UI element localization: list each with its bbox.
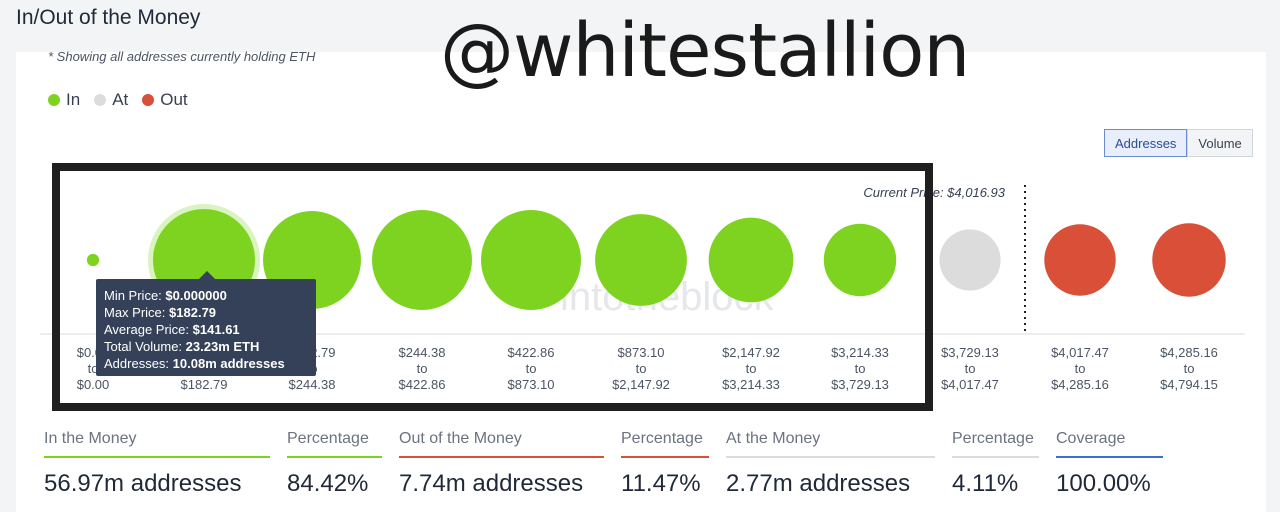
- bucket-connector-label: to: [965, 361, 976, 376]
- tooltip-arrow: [199, 271, 215, 279]
- tooltip-avg-price: Average Price: $141.61: [104, 322, 240, 337]
- view-toggle: Addresses Volume: [1104, 129, 1253, 157]
- current-price-label: Current Price: $4,016.93: [863, 185, 1005, 200]
- stat-label: Out of the Money: [399, 430, 522, 447]
- stat-value: 2.77m addresses: [726, 470, 911, 497]
- stat-label: Percentage: [287, 430, 369, 447]
- stat-label: Coverage: [1056, 430, 1126, 447]
- legend: In At Out: [48, 90, 188, 110]
- stat-value: 11.47%: [621, 470, 701, 497]
- tooltip-max-price: Max Price: $182.79: [104, 305, 217, 320]
- legend-out-label: Out: [160, 90, 188, 109]
- stat-value: 7.74m addresses: [399, 470, 584, 497]
- stat-value: 56.97m addresses: [44, 470, 242, 497]
- addresses-toggle-button[interactable]: Addresses: [1104, 129, 1188, 157]
- bubble-tooltip: Min Price: $0.000000 Max Price: $182.79 …: [96, 279, 316, 376]
- bucket-to-label: $4,794.15: [1160, 377, 1218, 392]
- bubble-out-9[interactable]: [1044, 224, 1116, 296]
- stat-bar: [621, 456, 709, 458]
- tooltip-volume: Total Volume: 23.23m ETH: [104, 339, 260, 354]
- stat-bar: [726, 456, 935, 458]
- legend-item-out[interactable]: Out: [142, 90, 188, 110]
- stat-at-percentage: Percentage 4.11%: [952, 430, 1039, 498]
- bucket-connector-label: to: [1075, 361, 1086, 376]
- bubble-at-8[interactable]: [939, 229, 1001, 291]
- bucket-from-label: $3,214.33: [831, 345, 889, 360]
- tooltip-min-price: Min Price: $0.000000: [104, 288, 227, 303]
- bucket-to-label: $244.38: [289, 377, 336, 392]
- bucket-from-label: $4,017.47: [1051, 345, 1109, 360]
- bucket-connector-label: to: [88, 361, 99, 376]
- stat-in-the-money: In the Money 56.97m addresses: [44, 430, 270, 498]
- bucket-to-label: $4,017.47: [941, 377, 999, 392]
- bucket-to-label: $0.00: [77, 377, 110, 392]
- legend-item-in[interactable]: In: [48, 90, 80, 110]
- bucket-from-label: $873.10: [618, 345, 665, 360]
- stat-bar: [399, 456, 604, 458]
- bubble-out-10[interactable]: [1152, 223, 1226, 297]
- legend-in-label: In: [66, 90, 81, 109]
- bubble-in-4[interactable]: [481, 210, 581, 310]
- bucket-connector-label: to: [636, 361, 647, 376]
- bucket-from-label: $4,285.16: [1160, 345, 1218, 360]
- bubble-in-5[interactable]: [595, 214, 687, 306]
- bucket-to-label: $182.79: [181, 377, 228, 392]
- volume-toggle-button[interactable]: Volume: [1187, 129, 1253, 157]
- bucket-connector-label: to: [526, 361, 537, 376]
- bubble-in-3[interactable]: [372, 210, 472, 310]
- legend-out-dot: [142, 94, 155, 106]
- stat-label: In the Money: [44, 430, 137, 447]
- stat-bar: [44, 456, 270, 458]
- stat-bar: [952, 456, 1039, 458]
- stat-label: Percentage: [952, 430, 1034, 447]
- stat-value: 4.11%: [952, 470, 1019, 497]
- bubble-in-6[interactable]: [708, 217, 794, 303]
- stat-in-percentage: Percentage 84.42%: [287, 430, 382, 498]
- page-title: In/Out of the Money: [16, 6, 201, 29]
- stat-label: At the Money: [726, 430, 821, 447]
- legend-item-at[interactable]: At: [94, 90, 128, 110]
- bucket-connector-label: to: [746, 361, 757, 376]
- bucket-connector-label: to: [855, 361, 866, 376]
- bucket-to-label: $4,285.16: [1051, 377, 1109, 392]
- stat-out-percentage: Percentage 11.47%: [621, 430, 709, 498]
- legend-in-dot: [48, 94, 60, 106]
- tooltip-addresses: Addresses: 10.08m addresses: [104, 356, 285, 371]
- holding-note: * Showing all addresses currently holdin…: [48, 49, 316, 64]
- summary-stats: In the Money 56.97m addresses Percentage…: [0, 430, 1280, 512]
- stat-bar: [1056, 456, 1163, 458]
- bucket-to-label: $3,214.33: [722, 377, 780, 392]
- stat-value: 100.00%: [1056, 470, 1151, 497]
- bubble-in-0[interactable]: [86, 253, 100, 267]
- bucket-from-label: $244.38: [399, 345, 446, 360]
- bucket-from-label: $2,147.92: [722, 345, 780, 360]
- bucket-connector-label: to: [1184, 361, 1195, 376]
- bucket-to-label: $873.10: [508, 377, 555, 392]
- highlight-frame: [52, 163, 933, 411]
- legend-at-label: At: [112, 90, 129, 109]
- stat-out-of-the-money: Out of the Money 7.74m addresses: [399, 430, 604, 498]
- stat-bar: [287, 456, 382, 458]
- bucket-to-label: $3,729.13: [831, 377, 889, 392]
- stat-coverage: Coverage 100.00%: [1056, 430, 1163, 498]
- stat-label: Percentage: [621, 430, 703, 447]
- bucket-to-label: $2,147.92: [612, 377, 670, 392]
- bubble-in-7[interactable]: [823, 223, 897, 297]
- stat-value: 84.42%: [287, 470, 369, 497]
- bucket-from-label: $3,729.13: [941, 345, 999, 360]
- bucket-connector-label: to: [417, 361, 428, 376]
- bucket-to-label: $422.86: [399, 377, 446, 392]
- stat-at-the-money: At the Money 2.77m addresses: [726, 430, 935, 498]
- bucket-from-label: $422.86: [508, 345, 555, 360]
- watermark-handle: @whitestallion: [440, 8, 970, 94]
- legend-at-dot: [94, 94, 107, 106]
